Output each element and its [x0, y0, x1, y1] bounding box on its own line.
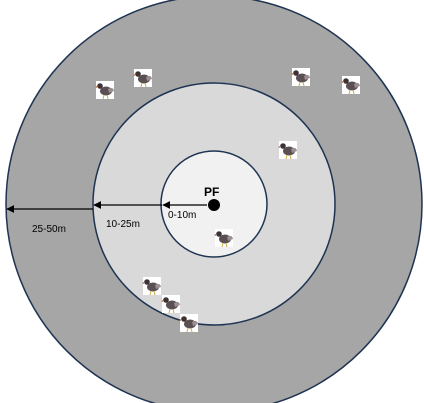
bird-icon [141, 276, 162, 296]
bird-icon [277, 140, 298, 160]
center-point [208, 199, 220, 211]
bird-icon [160, 294, 181, 314]
zone-label-outer: 25-50m [32, 224, 66, 235]
bird-icon [178, 313, 199, 333]
zone-label-middle: 10-25m [106, 219, 140, 230]
bird-icon [290, 67, 311, 87]
zone-label-inner: 0-10m [168, 210, 196, 221]
bird-icon [94, 80, 115, 100]
center-label: PF [204, 185, 219, 199]
bird-icon [132, 68, 153, 88]
bird-icon [340, 75, 361, 95]
bird-icon [213, 228, 234, 248]
